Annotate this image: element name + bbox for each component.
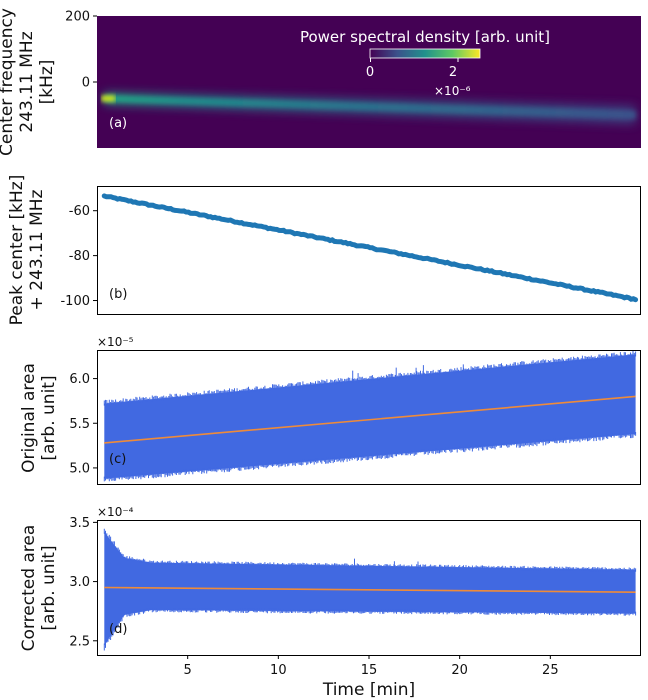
heatmap-peak xyxy=(101,95,116,102)
fit-line-original xyxy=(104,395,636,444)
y-tick-label-3-0: 3.5 xyxy=(69,516,90,531)
ylabel-line: 243.11 MHz xyxy=(17,31,37,132)
ylabel-a: Center frequency243.11 MHz[kHz] xyxy=(0,8,57,156)
x-tick-label-4: 25 xyxy=(542,663,559,678)
panel-label-a: (a) xyxy=(109,116,127,131)
x-tick-label-3: 20 xyxy=(451,663,468,678)
band-noise-original xyxy=(103,351,637,482)
x-axis-label: Time [min] xyxy=(322,680,415,700)
colorbar-multiplier: ×10⁻⁶ xyxy=(434,84,471,98)
ylabel-line: Center frequency xyxy=(0,8,17,156)
x-axis: 5 10 15 20 25 xyxy=(184,655,559,678)
panel-b: -60 -80 -100 (b) Peak center [kHz]+ 243.11… xyxy=(7,175,641,326)
ylabel-line: Original area xyxy=(19,363,39,473)
band-noise-corrected xyxy=(103,528,637,651)
y-tick-label-1-1: -80 xyxy=(69,249,90,264)
ylabel-line: [arb. unit] xyxy=(39,375,59,460)
y-tick-label-3-2: 2.5 xyxy=(69,634,90,649)
series-peak-center xyxy=(101,193,639,303)
panel-c: 6.0 5.5 5.0 ×10⁻⁵ (c) Original area[arb. u… xyxy=(19,335,641,485)
y-tick-label-0-0: 200 xyxy=(65,10,90,25)
x-tick-label-1: 10 xyxy=(270,663,287,678)
x-tick-label-0: 5 xyxy=(184,663,192,678)
ylabel-b: Peak center [kHz]+ 243.11 MHz xyxy=(7,175,47,326)
y-tick-label-0-1: 0 xyxy=(82,76,90,91)
ylabel-line: Peak center [kHz] xyxy=(7,175,27,326)
heatmap-ridge xyxy=(104,95,636,119)
y-tick-label-2-2: 5.0 xyxy=(69,461,90,476)
colorbar-tick-label-2: 2 xyxy=(449,65,457,80)
multiplier-c: ×10⁻⁵ xyxy=(97,335,134,349)
y-axis-d: 3.5 3.0 2.5 xyxy=(69,516,97,649)
y-tick-label-1-0: -60 xyxy=(69,204,90,219)
ylabel-c: Original area[arb. unit] xyxy=(19,363,59,473)
colorbar: Power spectral density [arb. unit] 0 2 ×… xyxy=(300,28,550,98)
y-axis-b: -60 -80 -100 xyxy=(60,204,97,309)
y-tick-label-1-2: -100 xyxy=(60,294,90,309)
panel-label-d: (d) xyxy=(109,622,127,637)
plot-frame-b xyxy=(97,186,641,315)
band-corrected-area xyxy=(104,531,636,646)
colorbar-tick-label-0: 0 xyxy=(366,65,374,80)
ylabel-line: [arb. unit] xyxy=(39,545,59,630)
y-tick-label-2-1: 5.5 xyxy=(69,417,90,432)
multiplier-d: ×10⁻⁴ xyxy=(97,505,134,519)
ylabel-d: Corrected area[arb. unit] xyxy=(19,525,59,652)
panel-d: 3.5 3.0 2.5 5 10 15 20 25 ×10⁻⁴ (d) Corrected … xyxy=(19,505,641,678)
y-tick-label-2-0: 6.0 xyxy=(69,372,90,387)
panel-label-b: (b) xyxy=(109,287,127,302)
ylabel-line: [kHz] xyxy=(37,60,57,105)
heatmap-background xyxy=(97,16,641,148)
panel-label-c: (c) xyxy=(109,452,126,467)
panel-a: (a) Power spectral density [arb. unit] 0… xyxy=(0,8,641,156)
ylabel-line: Corrected area xyxy=(19,525,39,652)
colorbar-gradient xyxy=(369,48,481,59)
x-tick-label-2: 15 xyxy=(361,663,378,678)
colorbar-label: Power spectral density [arb. unit] xyxy=(300,28,550,46)
y-tick-label-3-1: 3.0 xyxy=(69,575,90,590)
band-original-area xyxy=(104,354,636,479)
ylabel-line: + 243.11 MHz xyxy=(27,189,47,310)
plot-border-c xyxy=(97,350,641,485)
y-axis-c: 6.0 5.5 5.0 xyxy=(69,372,97,476)
fit-line-corrected xyxy=(104,586,636,594)
